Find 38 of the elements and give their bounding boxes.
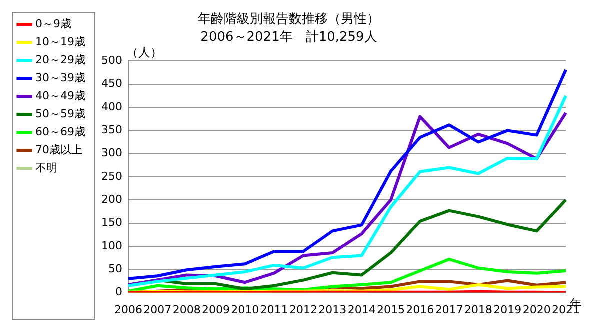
legend-label: 50～59歳 (36, 107, 86, 120)
x-tick-label: 2010 (231, 303, 260, 316)
x-tick-label: 2011 (260, 303, 288, 316)
legend-label: 30～39歳 (36, 71, 86, 84)
y-tick-label: 50 (108, 262, 122, 276)
legend-label: 不明 (36, 161, 58, 174)
y-tick-label: 100 (101, 239, 122, 252)
x-tick-label: 2013 (318, 303, 347, 316)
x-tick-label: 2014 (348, 303, 376, 316)
x-tick-label: 2006 (114, 303, 142, 316)
y-tick-label: 450 (101, 77, 122, 90)
y-axis-title: （人） (126, 45, 162, 60)
x-tick-label: 2012 (289, 303, 318, 316)
chart-title: 年齢階級別報告数推移（男性） (198, 12, 380, 28)
y-tick-label: 350 (101, 124, 122, 137)
x-tick-label: 2015 (376, 303, 405, 316)
x-tick-label: 2009 (202, 303, 230, 316)
legend-label: 20～29歳 (36, 53, 86, 66)
y-tick-label: 0 (115, 286, 122, 299)
chart-subtitle: 2006～2021年 計10,259人 (200, 30, 378, 45)
x-tick-label: 2008 (172, 303, 201, 316)
x-tick-label: 2018 (464, 303, 492, 316)
x-tick-label: 2007 (144, 303, 172, 316)
legend-label: 10～19歳 (36, 35, 86, 48)
x-tick-label: 2017 (435, 303, 464, 316)
y-tick-label: 150 (101, 216, 122, 230)
legend-label: 60～69歳 (36, 125, 86, 138)
y-tick-label: 300 (101, 146, 122, 160)
x-tick-label: 2016 (406, 303, 434, 316)
legend-label: 0～9歳 (36, 17, 72, 30)
y-tick-label: 250 (101, 170, 122, 183)
x-tick-label: 2019 (494, 303, 522, 316)
y-tick-label: 500 (101, 54, 122, 68)
y-tick-label: 400 (101, 100, 122, 114)
legend-label: 40～49歳 (36, 89, 86, 102)
y-tick-label: 200 (101, 193, 122, 206)
x-tick-label: 2020 (522, 303, 551, 316)
legend-label: 70歳以上 (36, 143, 82, 156)
